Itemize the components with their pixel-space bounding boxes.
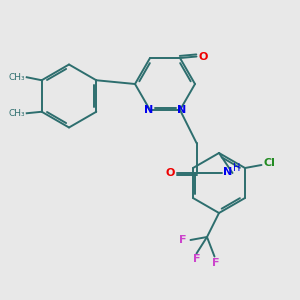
Text: Cl: Cl [264, 158, 276, 169]
Text: H: H [233, 164, 241, 173]
Text: O: O [198, 52, 208, 61]
Text: CH₃: CH₃ [9, 73, 25, 82]
Text: F: F [179, 235, 187, 245]
Text: F: F [193, 254, 200, 265]
Text: N: N [177, 105, 186, 115]
Text: N: N [223, 167, 232, 177]
Text: O: O [166, 168, 175, 178]
Text: N: N [144, 105, 153, 115]
Text: F: F [212, 257, 220, 268]
Text: CH₃: CH₃ [9, 109, 25, 118]
